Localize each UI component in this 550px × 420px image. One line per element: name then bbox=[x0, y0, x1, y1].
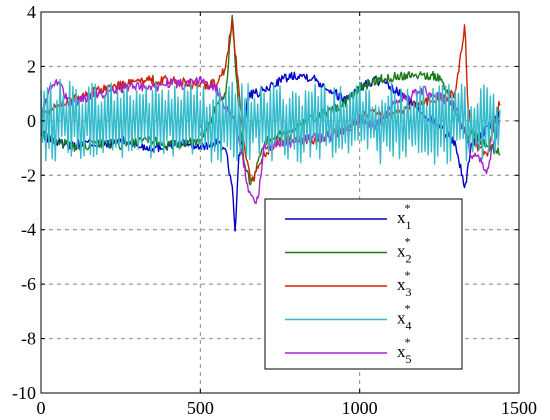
x-tick-label: 1000 bbox=[342, 398, 378, 418]
axis-ticks: 0 500 1000 1500 4 2 0 -2 -4 -6 -8 -10 bbox=[12, 2, 537, 418]
legend-label-x5: x5* bbox=[397, 335, 412, 366]
plot-frame bbox=[40, 11, 520, 394]
series-line-x4 bbox=[40, 78, 501, 165]
x-tick-label: 500 bbox=[187, 398, 214, 418]
y-tick-label: 0 bbox=[27, 111, 36, 131]
y-tick-label: -2 bbox=[21, 165, 36, 185]
y-tick-label: 4 bbox=[27, 2, 36, 22]
legend-label-x4: x4* bbox=[397, 302, 412, 333]
legend-label-x3: x3* bbox=[397, 268, 412, 299]
series-line-x2 bbox=[40, 14, 501, 186]
series-layer bbox=[40, 14, 501, 232]
y-tick-label: -10 bbox=[12, 383, 36, 403]
y-tick-label: 2 bbox=[27, 56, 36, 76]
legend-label-x2: x2* bbox=[397, 235, 412, 266]
legend: x1* x2* x3* x4* x5* bbox=[264, 198, 463, 370]
x-tick-label: 0 bbox=[37, 398, 46, 418]
legend-box bbox=[264, 198, 463, 370]
y-tick-label: -8 bbox=[21, 329, 36, 349]
y-tick-label: -4 bbox=[21, 220, 36, 240]
x-tick-label: 1500 bbox=[501, 398, 537, 418]
y-tick-label: -6 bbox=[21, 274, 36, 294]
legend-label-x1: x1* bbox=[397, 201, 412, 232]
